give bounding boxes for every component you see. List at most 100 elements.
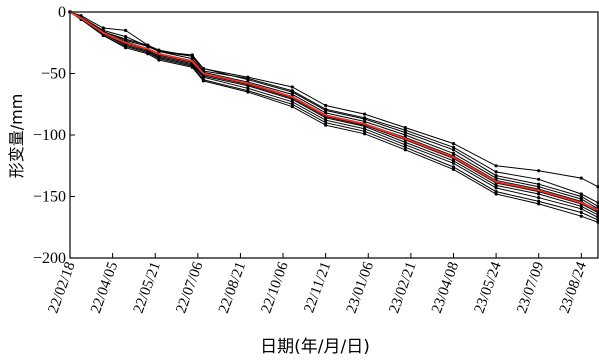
- series-line: [69, 11, 599, 210]
- data-point: [201, 79, 205, 83]
- series-line: [69, 11, 599, 218]
- y-tick-label: −100: [33, 127, 66, 144]
- data-point: [537, 185, 541, 189]
- data-point: [451, 145, 456, 149]
- data-point: [451, 161, 456, 165]
- data-point: [596, 210, 599, 215]
- y-tick-label: 0: [58, 4, 66, 21]
- series-layer: [68, 10, 599, 224]
- data-point: [146, 44, 150, 49]
- data-point: [494, 183, 498, 187]
- data-point: [290, 90, 294, 94]
- data-point: [579, 214, 583, 218]
- data-point: [537, 199, 541, 203]
- data-point: [290, 85, 294, 89]
- data-point: [451, 142, 456, 146]
- x-tick-label: 22/08/21: [216, 260, 249, 316]
- data-point: [290, 92, 294, 96]
- data-point: [324, 123, 328, 127]
- series-line: [69, 11, 599, 221]
- data-point: [324, 111, 328, 115]
- data-point: [579, 207, 583, 211]
- data-point: [124, 28, 128, 32]
- data-point: [579, 210, 583, 215]
- data-point: [579, 204, 583, 208]
- y-tick-label: −150: [33, 189, 66, 206]
- y-axis: 0 −50 −100 −150 −200: [33, 4, 75, 267]
- y-axis-title: 形变量/mm: [7, 94, 26, 179]
- data-point: [579, 176, 583, 180]
- data-point: [124, 46, 128, 50]
- data-point: [596, 215, 599, 219]
- data-point: [403, 133, 407, 137]
- data-point: [596, 220, 599, 224]
- data-point: [451, 165, 456, 169]
- data-point: [494, 190, 498, 194]
- data-point: [190, 65, 194, 69]
- x-axis-title: 日期(年/月/日): [260, 337, 370, 357]
- mean-line: [69, 11, 599, 211]
- x-tick-label: 23/04/08: [429, 260, 462, 316]
- data-point: [579, 197, 583, 201]
- data-point: [403, 140, 407, 144]
- data-point: [363, 112, 367, 116]
- data-point: [596, 213, 599, 217]
- data-point: [579, 194, 583, 199]
- data-point: [537, 196, 541, 200]
- data-point: [537, 192, 541, 196]
- data-point: [596, 201, 599, 205]
- data-point: [246, 86, 250, 90]
- data-point: [537, 169, 541, 173]
- data-point: [537, 177, 541, 181]
- data-point: [403, 130, 407, 135]
- data-point: [201, 67, 205, 71]
- data-point: [596, 218, 599, 222]
- data-point: [324, 121, 328, 125]
- x-tick-label: 22/11/21: [301, 260, 334, 315]
- data-point: [157, 49, 161, 54]
- data-point: [494, 192, 498, 196]
- data-point: [290, 97, 294, 101]
- series-3: [68, 10, 599, 208]
- data-point: [101, 26, 105, 30]
- data-point: [157, 58, 161, 62]
- series-9: [68, 10, 599, 222]
- series-line: [69, 11, 599, 207]
- data-point: [363, 127, 367, 131]
- mean-series: [69, 11, 599, 211]
- data-point: [403, 148, 407, 152]
- data-point: [363, 124, 367, 128]
- data-point: [246, 90, 250, 94]
- data-point: [324, 116, 328, 120]
- data-point: [403, 126, 407, 130]
- data-point: [596, 185, 599, 189]
- x-tick-label: 23/05/24: [472, 259, 505, 315]
- data-point: [363, 117, 367, 121]
- data-point: [324, 108, 328, 112]
- series-line: [69, 11, 599, 223]
- x-tick-label: 23/02/21: [386, 260, 419, 316]
- series-line: [69, 11, 599, 212]
- series-line: [69, 11, 599, 216]
- x-tick-label: 23/07/09: [514, 260, 547, 316]
- x-tick-label: 22/05/21: [131, 260, 164, 316]
- data-point: [290, 100, 294, 104]
- data-point: [494, 186, 498, 190]
- data-point: [146, 52, 150, 56]
- data-point: [537, 202, 541, 206]
- data-point: [451, 151, 456, 155]
- series-10: [68, 10, 599, 224]
- data-point: [190, 54, 194, 58]
- data-point: [290, 105, 294, 109]
- x-tick-label: 22/10/06: [259, 259, 292, 315]
- x-tick-label: 22/04/05: [88, 260, 121, 316]
- x-tick-label: 22/07/06: [173, 259, 206, 315]
- data-point: [101, 33, 105, 38]
- data-point: [596, 204, 599, 208]
- x-tick-label: 23/08/24: [557, 259, 590, 315]
- data-point: [246, 84, 250, 88]
- x-tick-label: 23/01/06: [344, 259, 377, 315]
- data-point: [324, 118, 328, 122]
- data-point: [494, 170, 498, 174]
